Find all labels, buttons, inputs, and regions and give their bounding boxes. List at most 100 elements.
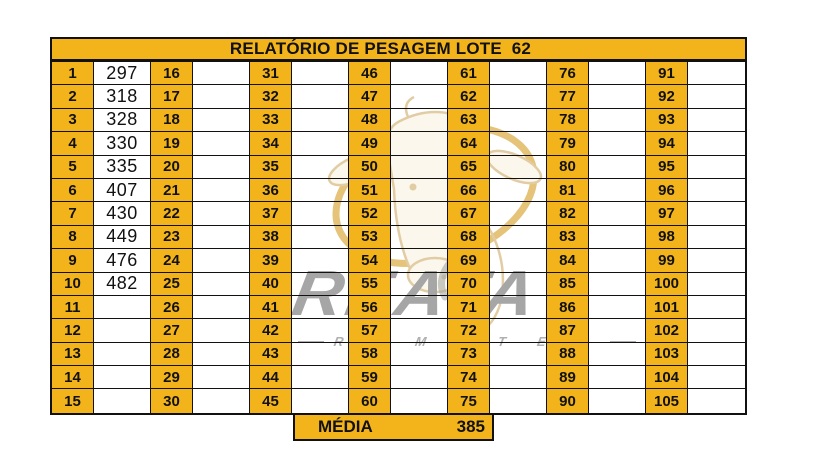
weight-cell[interactable] bbox=[688, 226, 745, 250]
weight-cell[interactable]: 482 bbox=[94, 272, 151, 296]
weight-cell[interactable]: 476 bbox=[94, 249, 151, 273]
weight-cell[interactable] bbox=[193, 342, 250, 367]
weight-cell[interactable] bbox=[193, 108, 250, 133]
weight-cell[interactable] bbox=[589, 366, 646, 390]
weight-cell[interactable] bbox=[589, 272, 646, 296]
weight-cell[interactable] bbox=[490, 389, 547, 413]
weight-cell[interactable] bbox=[193, 366, 250, 390]
weight-cell[interactable] bbox=[193, 295, 250, 320]
weight-cell[interactable] bbox=[688, 273, 745, 296]
weight-cell[interactable] bbox=[688, 249, 745, 273]
weight-cell[interactable] bbox=[688, 319, 745, 343]
weight-cell[interactable] bbox=[688, 389, 745, 412]
weight-cell[interactable] bbox=[688, 109, 745, 133]
weight-cell[interactable] bbox=[193, 132, 250, 156]
weight-cell[interactable]: 318 bbox=[94, 85, 151, 109]
weight-cell[interactable] bbox=[490, 319, 547, 343]
weight-cell[interactable] bbox=[490, 132, 547, 156]
weight-cell[interactable] bbox=[688, 366, 745, 390]
weight-cell[interactable] bbox=[292, 319, 349, 343]
weight-cell[interactable] bbox=[391, 319, 448, 343]
weight-cell[interactable] bbox=[589, 85, 646, 109]
weight-cell[interactable] bbox=[292, 132, 349, 156]
weight-cell[interactable] bbox=[94, 366, 151, 390]
weight-cell[interactable] bbox=[688, 343, 745, 367]
weight-cell[interactable]: 335 bbox=[94, 155, 151, 179]
weight-cell[interactable] bbox=[589, 342, 646, 367]
weight-cell[interactable]: 430 bbox=[94, 202, 151, 226]
weight-cell[interactable] bbox=[490, 249, 547, 273]
weight-cell[interactable] bbox=[589, 202, 646, 226]
weight-cell[interactable]: 449 bbox=[94, 225, 151, 250]
weight-cell[interactable] bbox=[193, 225, 250, 250]
weight-cell[interactable] bbox=[688, 85, 745, 109]
weight-cell[interactable] bbox=[490, 225, 547, 250]
weight-cell[interactable] bbox=[193, 178, 250, 203]
weight-cell[interactable] bbox=[292, 389, 349, 413]
weight-cell[interactable] bbox=[292, 249, 349, 273]
weight-cell[interactable] bbox=[589, 295, 646, 320]
weight-cell[interactable] bbox=[193, 85, 250, 109]
weight-cell[interactable] bbox=[589, 155, 646, 179]
weight-cell[interactable] bbox=[292, 295, 349, 320]
weight-cell[interactable] bbox=[193, 319, 250, 343]
weight-cell[interactable] bbox=[391, 155, 448, 179]
weight-cell[interactable] bbox=[391, 62, 448, 86]
weight-cell[interactable] bbox=[391, 295, 448, 320]
weight-cell[interactable] bbox=[589, 249, 646, 273]
weight-cell[interactable] bbox=[490, 178, 547, 203]
weight-cell[interactable] bbox=[94, 389, 151, 413]
weight-cell[interactable] bbox=[490, 272, 547, 296]
weight-cell[interactable]: 407 bbox=[94, 178, 151, 203]
weight-cell[interactable] bbox=[391, 225, 448, 250]
weight-cell[interactable] bbox=[94, 319, 151, 343]
weight-cell[interactable] bbox=[193, 249, 250, 273]
weight-cell[interactable] bbox=[391, 178, 448, 203]
weight-cell[interactable] bbox=[490, 202, 547, 226]
weight-cell[interactable] bbox=[193, 155, 250, 179]
weight-cell[interactable] bbox=[490, 295, 547, 320]
weight-cell[interactable] bbox=[193, 62, 250, 86]
weight-cell[interactable] bbox=[688, 62, 745, 86]
weight-cell[interactable] bbox=[292, 108, 349, 133]
weight-cell[interactable] bbox=[688, 202, 745, 226]
weight-cell[interactable] bbox=[589, 108, 646, 133]
weight-cell[interactable] bbox=[391, 249, 448, 273]
weight-cell[interactable] bbox=[391, 366, 448, 390]
weight-cell[interactable] bbox=[292, 62, 349, 86]
weight-cell[interactable] bbox=[292, 155, 349, 179]
weight-cell[interactable] bbox=[292, 272, 349, 296]
weight-cell[interactable] bbox=[589, 132, 646, 156]
weight-cell[interactable] bbox=[391, 108, 448, 133]
weight-cell[interactable] bbox=[490, 108, 547, 133]
weight-cell[interactable] bbox=[589, 62, 646, 86]
weight-cell[interactable] bbox=[490, 155, 547, 179]
weight-cell[interactable] bbox=[688, 296, 745, 320]
weight-cell[interactable] bbox=[391, 342, 448, 367]
weight-cell[interactable] bbox=[193, 202, 250, 226]
weight-cell[interactable] bbox=[292, 342, 349, 367]
weight-cell[interactable] bbox=[688, 156, 745, 179]
weight-cell[interactable] bbox=[391, 85, 448, 109]
weight-cell[interactable] bbox=[688, 132, 745, 156]
weight-cell[interactable] bbox=[391, 202, 448, 226]
weight-cell[interactable] bbox=[589, 319, 646, 343]
weight-cell[interactable]: 297 bbox=[94, 62, 151, 86]
weight-cell[interactable] bbox=[490, 85, 547, 109]
weight-cell[interactable] bbox=[292, 225, 349, 250]
weight-cell[interactable] bbox=[193, 389, 250, 413]
weight-cell[interactable] bbox=[391, 132, 448, 156]
weight-cell[interactable] bbox=[193, 272, 250, 296]
weight-cell[interactable] bbox=[490, 62, 547, 86]
weight-cell[interactable] bbox=[292, 178, 349, 203]
weight-cell[interactable] bbox=[490, 342, 547, 367]
weight-cell[interactable] bbox=[94, 295, 151, 320]
weight-cell[interactable] bbox=[391, 272, 448, 296]
weight-cell[interactable]: 330 bbox=[94, 132, 151, 156]
weight-cell[interactable] bbox=[292, 85, 349, 109]
weight-cell[interactable] bbox=[391, 389, 448, 413]
weight-cell[interactable]: 328 bbox=[94, 108, 151, 133]
weight-cell[interactable] bbox=[292, 202, 349, 226]
weight-cell[interactable] bbox=[589, 225, 646, 250]
weight-cell[interactable] bbox=[490, 366, 547, 390]
